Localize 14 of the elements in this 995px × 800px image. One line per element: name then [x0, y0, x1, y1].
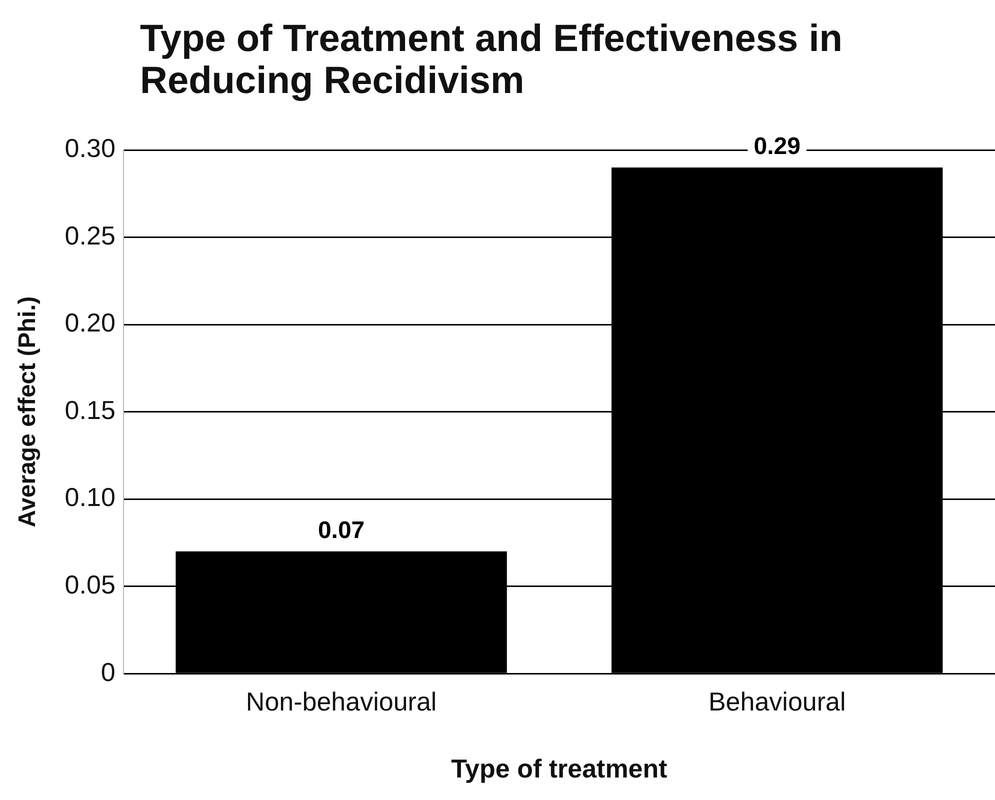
- x-axis-title: Type of treatment: [451, 754, 668, 784]
- y-tick-label: 0.15: [64, 394, 116, 425]
- y-tick-label: 0.20: [64, 308, 116, 338]
- y-tick-label: 0: [100, 656, 116, 687]
- data-label: 0.07: [318, 517, 365, 544]
- y-tick-label: 0.25: [64, 220, 116, 250]
- y-tick-label: 0.30: [64, 133, 116, 164]
- chart-title: Type of Treatment and Effectiveness in Reducing Recidivism: [140, 18, 844, 102]
- y-tick-label: 0.05: [64, 570, 116, 600]
- x-tick-label: Non-behavioural: [246, 686, 437, 716]
- y-tick-label: 0.10: [64, 482, 116, 512]
- y-axis-title: Average effect (Phi.): [14, 296, 42, 528]
- x-tick-label: Behavioural: [708, 686, 846, 716]
- data-label: 0.29: [754, 133, 800, 160]
